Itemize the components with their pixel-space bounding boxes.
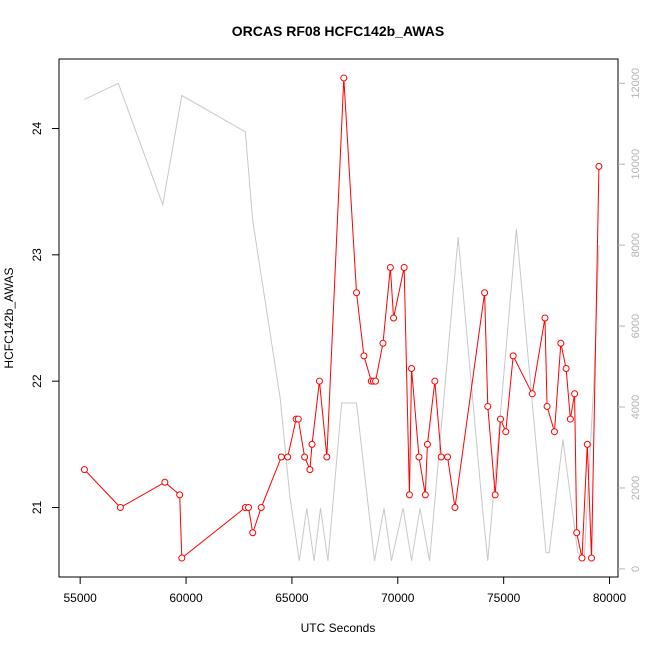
data-point [573,529,581,537]
data-point [588,554,596,562]
data-point [405,491,413,499]
data-point [543,402,551,410]
x-tick-label: 60000 [169,591,203,605]
x-tick-label: 75000 [487,591,521,605]
data-point [249,529,257,537]
data-point [444,453,452,461]
x-tick-label: 55000 [63,591,97,605]
data-point [431,377,439,385]
data-point [372,377,380,385]
data-point [415,453,423,461]
gray-series-line [84,82,600,563]
data-point [550,428,558,436]
data-point [277,453,285,461]
y2-tick-label: 6000 [630,314,642,338]
data-point [437,453,445,461]
data-point [323,453,331,461]
y-tick-label: 23 [30,248,44,262]
data-point [541,314,549,322]
y2-tick-label: 8000 [630,233,642,257]
chart-title: ORCAS RF08 HCFC142b_AWAS [232,23,444,39]
data-point [509,352,517,360]
data-point [557,339,565,347]
y2-tick-label: 4000 [630,395,642,419]
y2-tick-label: 12000 [630,68,642,99]
data-point [386,263,394,271]
data-point [294,415,302,423]
y2-tick-label: 2000 [630,476,642,500]
data-point [284,453,292,461]
data-point [257,504,265,512]
data-point [583,440,591,448]
data-point [566,415,574,423]
data-point [408,365,416,373]
data-point [352,289,360,297]
data-point [491,491,499,499]
data-point [578,554,586,562]
data-point [245,504,253,512]
x-tick-label: 80000 [593,591,627,605]
data-point [502,428,510,436]
data-point [571,390,579,398]
data-point [308,440,316,448]
data-point [528,390,536,398]
y2-tick-label: 0 [630,566,642,572]
data-point [301,453,309,461]
data-point [451,504,459,512]
data-point [340,74,348,82]
data-point [390,314,398,322]
data-point [360,352,368,360]
data-point [178,554,186,562]
y-tick-label: 24 [30,121,44,135]
data-point [116,504,124,512]
data-point [595,162,603,170]
gray-series [84,82,600,563]
y-tick-label: 22 [30,374,44,388]
data-point [161,478,169,486]
y-tick-label: 21 [30,501,44,515]
data-point [379,339,387,347]
plot-frame [58,58,619,578]
y-axis-label: HCFC142b_AWAS [2,267,16,368]
x-tick-label: 70000 [381,591,415,605]
data-point [481,289,489,297]
data-point [562,365,570,373]
data-point [315,377,323,385]
red-series [80,74,603,562]
data-point [423,440,431,448]
data-point [421,491,429,499]
x-axis-label: UTC Seconds [301,621,376,635]
x-tick-label: 65000 [275,591,309,605]
data-point [496,415,504,423]
axes: 55000 60000 65000 70000 75000 80000 21 22 23 24 0 2… [30,68,642,605]
data-point [80,466,88,474]
red-series-line [84,77,600,560]
data-point [176,491,184,499]
data-point [306,466,314,474]
data-point [400,263,408,271]
y2-tick-label: 10000 [630,149,642,180]
data-point [484,402,492,410]
